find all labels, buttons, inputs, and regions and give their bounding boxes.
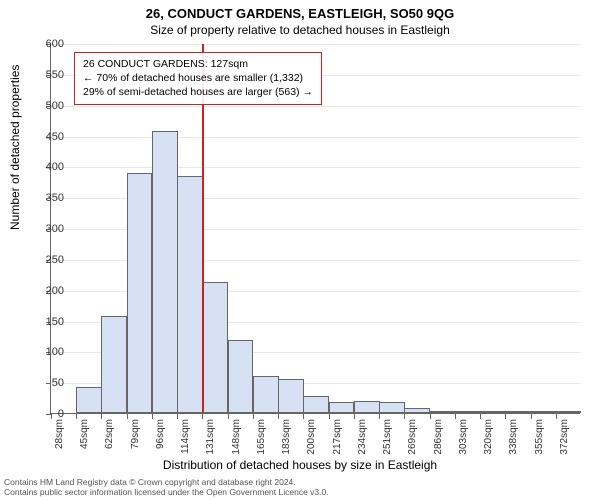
x-tick-label: 200sqm: [306, 419, 317, 455]
x-tick-mark: [202, 414, 203, 419]
y-tick-label: 100: [24, 346, 64, 358]
x-tick-mark: [152, 414, 153, 419]
x-tick-label: 234sqm: [357, 419, 368, 455]
x-tick-mark: [505, 414, 506, 419]
x-tick-mark: [127, 414, 128, 419]
x-tick-mark: [354, 414, 355, 419]
histogram-bar: [505, 411, 531, 413]
y-tick-label: 400: [24, 161, 64, 173]
y-tick-label: 150: [24, 316, 64, 328]
x-tick-label: 217sqm: [332, 419, 343, 455]
grid-line: [51, 44, 580, 45]
grid-line: [51, 106, 580, 107]
x-tick-label: 131sqm: [205, 419, 216, 455]
x-tick-label: 286sqm: [433, 419, 444, 455]
histogram-bar: [531, 411, 557, 413]
histogram-bar: [152, 131, 178, 413]
x-tick-mark: [531, 414, 532, 419]
histogram-bar: [228, 340, 254, 413]
histogram-bar: [76, 387, 102, 413]
annotation-box: 26 CONDUCT GARDENS: 127sqm ← 70% of deta…: [74, 52, 322, 105]
y-tick-label: 600: [24, 38, 64, 50]
histogram-bar: [127, 173, 153, 414]
x-tick-label: 355sqm: [534, 419, 545, 455]
y-tick-label: 350: [24, 192, 64, 204]
annotation-line: 26 CONDUCT GARDENS: 127sqm: [83, 57, 313, 71]
histogram-bar: [379, 402, 405, 413]
x-tick-mark: [455, 414, 456, 419]
x-tick-mark: [253, 414, 254, 419]
x-tick-mark: [228, 414, 229, 419]
histogram-bar: [480, 411, 506, 413]
y-tick-label: 550: [24, 69, 64, 81]
x-tick-label: 114sqm: [180, 419, 191, 454]
histogram-bar: [101, 316, 127, 413]
x-tick-label: 96sqm: [155, 419, 166, 449]
grid-line: [51, 167, 580, 168]
y-tick-label: 500: [24, 100, 64, 112]
histogram-bar: [354, 401, 380, 413]
histogram-bar: [455, 411, 481, 413]
x-tick-label: 269sqm: [407, 419, 418, 455]
annotation-line: ← 70% of detached houses are smaller (1,…: [83, 71, 313, 85]
x-tick-label: 372sqm: [559, 419, 570, 455]
histogram-bar: [404, 408, 430, 413]
x-tick-label: 62sqm: [104, 419, 115, 449]
y-axis-label: Number of detached properties: [8, 65, 22, 230]
x-tick-mark: [379, 414, 380, 419]
y-tick-label: 300: [24, 223, 64, 235]
grid-line: [51, 137, 580, 138]
x-tick-label: 183sqm: [281, 419, 292, 455]
histogram-bar: [303, 396, 329, 413]
footer-line: Contains public sector information licen…: [4, 488, 329, 498]
x-axis-label: Distribution of detached houses by size …: [0, 458, 600, 472]
histogram-bar: [430, 411, 456, 413]
x-tick-mark: [76, 414, 77, 419]
histogram-bar: [556, 411, 582, 413]
annotation-line: 29% of semi-detached houses are larger (…: [83, 85, 313, 99]
x-tick-label: 320sqm: [483, 419, 494, 455]
footer-attribution: Contains HM Land Registry data © Crown c…: [4, 478, 329, 498]
page-title: 26, CONDUCT GARDENS, EASTLEIGH, SO50 9QG: [0, 0, 600, 21]
x-tick-label: 338sqm: [508, 419, 519, 455]
x-tick-mark: [430, 414, 431, 419]
y-tick-label: 200: [24, 285, 64, 297]
x-tick-label: 79sqm: [130, 419, 141, 449]
histogram-bar: [329, 402, 355, 413]
x-tick-mark: [303, 414, 304, 419]
x-tick-mark: [404, 414, 405, 419]
y-tick-label: 250: [24, 254, 64, 266]
x-tick-mark: [556, 414, 557, 419]
x-tick-label: 28sqm: [54, 419, 65, 449]
x-tick-mark: [177, 414, 178, 419]
x-tick-mark: [480, 414, 481, 419]
histogram-bar: [202, 282, 228, 413]
y-tick-label: 0: [24, 408, 64, 420]
x-tick-mark: [329, 414, 330, 419]
x-tick-label: 303sqm: [458, 419, 469, 455]
histogram-bar: [253, 376, 279, 413]
x-tick-mark: [278, 414, 279, 419]
histogram-chart: 28sqm45sqm62sqm79sqm96sqm114sqm131sqm148…: [50, 44, 580, 414]
histogram-bar: [177, 176, 203, 413]
x-tick-label: 165sqm: [256, 419, 267, 455]
x-tick-label: 251sqm: [382, 419, 393, 455]
histogram-bar: [278, 379, 304, 413]
page-subtitle: Size of property relative to detached ho…: [0, 21, 600, 37]
x-tick-label: 45sqm: [79, 419, 90, 449]
y-tick-label: 50: [24, 377, 64, 389]
x-tick-mark: [101, 414, 102, 419]
y-tick-label: 450: [24, 131, 64, 143]
x-tick-label: 148sqm: [231, 419, 242, 455]
